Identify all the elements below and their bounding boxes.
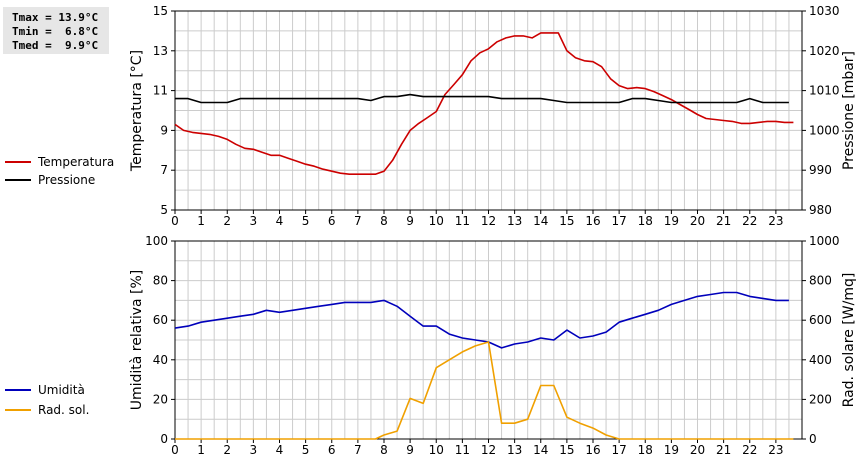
humidity-solar-chart: 0 1 2 3 4 5 6 7 8 9 10 11 12 13 14 15 16 17 18 19 20 21 22 2302…	[129, 234, 857, 457]
legend-line-pressure	[5, 179, 31, 181]
temperature-pressure-x-tick-label: 19	[664, 214, 679, 228]
humidity-solar-y-tick-label: 100	[145, 234, 168, 248]
temperature-pressure-x-tick-label: 16	[585, 214, 600, 228]
humidity-solar-x-tick-label: 5	[302, 443, 310, 457]
stat-tmed: Tmed = 9.9°C	[12, 39, 99, 52]
stat-tmax: Tmax = 13.9°C	[12, 11, 99, 24]
humidity-solar-y-tick-label: 20	[153, 392, 168, 406]
temperature-pressure-x-tick-label: 12	[481, 214, 496, 228]
series-line-pressione	[175, 93, 789, 104]
humidity-solar-x-tick-label: 2	[223, 443, 231, 457]
stats-box: Tmax = 13.9°C Tmin = 6.8°C Tmed = 9.9°C	[3, 7, 109, 54]
series-line-umidita	[174, 291, 789, 349]
temperature-pressure-x-tick-label: 14	[533, 214, 548, 228]
humidity-solar-x-tick-label: 8	[380, 443, 388, 457]
humidity-solar-y-right-tick-label: 200	[809, 392, 832, 406]
humidity-solar-x-tick-label: 1	[197, 443, 205, 457]
humidity-solar-y-right-tick-label: 400	[809, 353, 832, 367]
temperature-pressure-y-axis-title: Temperatura [°C]	[129, 50, 145, 172]
temperature-pressure-chart: 0 1 2 3 4 5 6 7 8 9 10 11 12 13 14 15 16 17 18 19 20 21 22 2357…	[129, 4, 857, 228]
temperature-pressure-y-right-tick-label: 990	[809, 163, 832, 177]
humidity-solar-x-tick-label: 17	[611, 443, 626, 457]
temperature-pressure-x-tick-label: 20	[690, 214, 705, 228]
humidity-solar-y-tick-label: 60	[153, 313, 168, 327]
temperature-pressure-x-tick-label: 6	[328, 214, 336, 228]
humidity-solar-x-tick-label: 11	[455, 443, 470, 457]
humidity-solar-x-tick-label: 6	[328, 443, 336, 457]
humidity-solar-x-tick-label: 9	[406, 443, 414, 457]
humidity-solar-y-axis-title: Umidità relativa [%]	[129, 270, 145, 411]
temperature-pressure-x-tick-label: 1	[197, 214, 205, 228]
humidity-solar-x-tick-label: 0	[171, 443, 179, 457]
temperature-pressure-x-tick-label: 4	[276, 214, 284, 228]
humidity-solar-y-tick-label: 80	[153, 274, 168, 288]
temperature-pressure-x-tick-label: 18	[638, 214, 653, 228]
temperature-pressure-x-tick-label: 15	[559, 214, 574, 228]
humidity-solar-x-tick-label: 14	[533, 443, 548, 457]
temperature-pressure-y-right-tick-label: 1030	[809, 4, 840, 18]
temperature-pressure-y-tick-label: 5	[160, 203, 168, 217]
legend-line-temperature	[5, 161, 31, 163]
temperature-pressure-x-tick-label: 22	[742, 214, 757, 228]
temperature-pressure-x-tick-label: 0	[171, 214, 179, 228]
temperature-pressure-y-right-tick-label: 1000	[809, 123, 840, 137]
humidity-solar-x-tick-label: 10	[429, 443, 444, 457]
humidity-solar-x-tick-label: 15	[559, 443, 574, 457]
legend-label-humidity: Umidità	[38, 383, 85, 397]
temperature-pressure-x-tick-label: 13	[507, 214, 522, 228]
temperature-pressure-y-tick-label: 11	[153, 84, 168, 98]
humidity-solar-x-tick-label: 20	[690, 443, 705, 457]
temperature-pressure-x-tick-label: 17	[611, 214, 626, 228]
series-line-temperatura	[174, 32, 794, 175]
temperature-pressure-y-right-axis-title: Pressione [mbar]	[841, 51, 857, 170]
humidity-solar-y-right-axis-title: Rad. solare [W/mq]	[841, 273, 857, 408]
temperature-pressure-x-tick-label: 9	[406, 214, 414, 228]
temperature-pressure-x-tick-label: 8	[380, 214, 388, 228]
humidity-solar-x-tick-label: 16	[585, 443, 600, 457]
temperature-pressure-x-tick-label: 11	[455, 214, 470, 228]
series-line-rad-sol	[175, 341, 794, 440]
temperature-pressure-y-tick-label: 9	[160, 123, 168, 137]
humidity-solar-y-right-tick-label: 800	[809, 274, 832, 288]
humidity-solar-x-tick-label: 13	[507, 443, 522, 457]
temperature-pressure-y-tick-label: 7	[160, 163, 168, 177]
temperature-pressure-x-tick-label: 2	[223, 214, 231, 228]
temperature-pressure-y-tick-label: 13	[153, 44, 168, 58]
humidity-solar-x-tick-label: 21	[716, 443, 731, 457]
temperature-pressure-x-tick-label: 21	[716, 214, 731, 228]
temperature-pressure-x-tick-label: 5	[302, 214, 310, 228]
humidity-solar-x-tick-label: 7	[354, 443, 362, 457]
temperature-pressure-x-tick-label: 7	[354, 214, 362, 228]
temperature-pressure-x-tick-label: 3	[250, 214, 258, 228]
humidity-solar-x-tick-label: 3	[250, 443, 258, 457]
humidity-solar-y-tick-label: 40	[153, 353, 168, 367]
humidity-solar-y-tick-label: 0	[160, 432, 168, 446]
temperature-pressure-x-tick-label: 10	[429, 214, 444, 228]
humidity-solar-x-tick-label: 18	[638, 443, 653, 457]
humidity-solar-x-tick-label: 23	[768, 443, 783, 457]
temperature-pressure-y-tick-label: 15	[153, 4, 168, 18]
temperature-pressure-y-right-tick-label: 1020	[809, 44, 840, 58]
humidity-solar-y-right-tick-label: 600	[809, 313, 832, 327]
stat-tmin: Tmin = 6.8°C	[12, 25, 99, 38]
humidity-solar-y-right-tick-label: 1000	[809, 234, 840, 248]
temperature-pressure-y-right-tick-label: 980	[809, 203, 832, 217]
humidity-solar-x-tick-label: 12	[481, 443, 496, 457]
legend-label-temperature: Temperatura	[38, 155, 115, 169]
legend-line-solar	[5, 409, 31, 411]
humidity-solar-x-tick-label: 22	[742, 443, 757, 457]
temperature-pressure-y-right-tick-label: 1010	[809, 84, 840, 98]
temperature-pressure-x-tick-label: 23	[768, 214, 783, 228]
legend-line-humidity	[5, 389, 31, 391]
legend-label-pressure: Pressione	[38, 173, 96, 187]
humidity-solar-y-right-tick-label: 0	[809, 432, 817, 446]
humidity-solar-x-tick-label: 4	[276, 443, 284, 457]
legend-label-solar: Rad. sol.	[38, 403, 90, 417]
humidity-solar-x-tick-label: 19	[664, 443, 679, 457]
